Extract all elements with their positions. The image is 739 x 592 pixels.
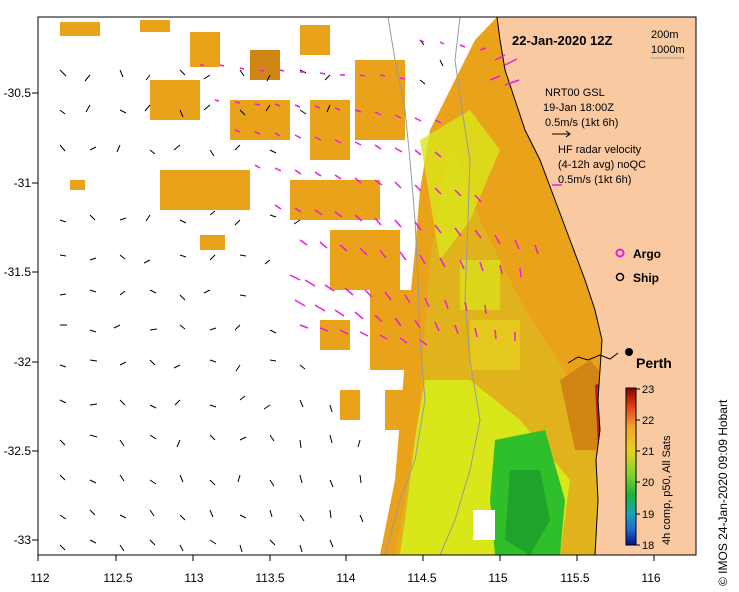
perth-marker: [625, 348, 633, 356]
y-tick-label: -31: [14, 176, 32, 190]
depth-legend-200: 200m: [651, 29, 679, 41]
y-tick-label: -30.5: [4, 86, 32, 100]
depth-contours: [384, 17, 481, 555]
x-tick-label: 114: [336, 571, 355, 585]
land-mass: [496, 17, 696, 555]
perth-label: Perth: [636, 355, 672, 371]
colorbar-tick-19: 19: [642, 509, 654, 521]
sst-coastal-band: [380, 17, 640, 555]
argo-symbol: [615, 248, 625, 258]
gsl-legend-line-2: 19-Jan 18:00Z: [543, 102, 614, 114]
colorbar-title: 4h comp, p50, All Sats: [661, 435, 673, 545]
hf-radar-vectors: [200, 39, 562, 346]
ship-symbol: [615, 272, 625, 282]
gsl-legend: NRT00 GSL 19-Jan 18:00Z 0.5m/s (1kt 6h): [543, 87, 618, 138]
colorbar-tick-23: 23: [642, 384, 654, 396]
map-frame: [37, 16, 697, 556]
hf-legend: HF radar velocity (4-12h avg) noQC 0.5m/…: [558, 144, 646, 186]
x-axis: 112 112.5 113 113.5 114 114.5 115 115.5 …: [30, 555, 661, 585]
date-title: 22-Jan-2020 12Z: [512, 33, 613, 48]
imos-credit: © IMOS 24-Jan-2020 09:09 Hobart: [716, 399, 730, 586]
x-tick-label: 112.5: [103, 571, 132, 585]
y-tick-label: -33: [14, 533, 32, 547]
gsl-legend-arrow: [552, 130, 571, 138]
colorbar-tick-22: 22: [642, 415, 654, 427]
x-tick-label: 115: [488, 571, 507, 585]
colorbar-tick-18: 18: [642, 540, 654, 552]
y-axis: -30.5 -31 -31.5 -32 -32.5 -33: [4, 86, 38, 547]
gsl-legend-line-3: 0.5m/s (1kt 6h): [545, 117, 618, 129]
x-tick-label: 114.5: [407, 571, 436, 585]
hf-legend-line-2: (4-12h avg) noQC: [558, 159, 646, 171]
x-tick-label: 113: [184, 571, 203, 585]
x-tick-label: 115.5: [560, 571, 589, 585]
swan-river: [567, 352, 619, 364]
x-tick-label: 112: [30, 571, 49, 585]
gsl-velocity-vectors: [59, 39, 444, 553]
depth-legend-1000: 1000m: [651, 44, 685, 56]
hf-legend-line-1: HF radar velocity: [558, 144, 642, 156]
y-tick-label: -31.5: [4, 265, 32, 279]
gsl-legend-line-1: NRT00 GSL: [545, 87, 605, 99]
x-tick-label: 113.5: [255, 571, 284, 585]
colorbar-tick-20: 20: [642, 477, 654, 489]
colorbar-tick-21: 21: [642, 446, 654, 458]
colorbar-bar: [625, 387, 637, 546]
ship-label: Ship: [633, 271, 659, 285]
x-tick-label: 116: [641, 571, 660, 585]
argo-label: Argo: [633, 247, 661, 261]
map-plot-area: Perth 22-Jan-2020 12Z 200m 1000m NRT00 G…: [38, 17, 696, 555]
hf-legend-line-3: 0.5m/s (1kt 6h): [558, 174, 631, 186]
y-tick-label: -32: [14, 355, 32, 369]
y-tick-label: -32.5: [4, 444, 32, 458]
colorbar: 23 22 21 20 19 18 4h comp, p50, All Sats: [625, 384, 673, 552]
